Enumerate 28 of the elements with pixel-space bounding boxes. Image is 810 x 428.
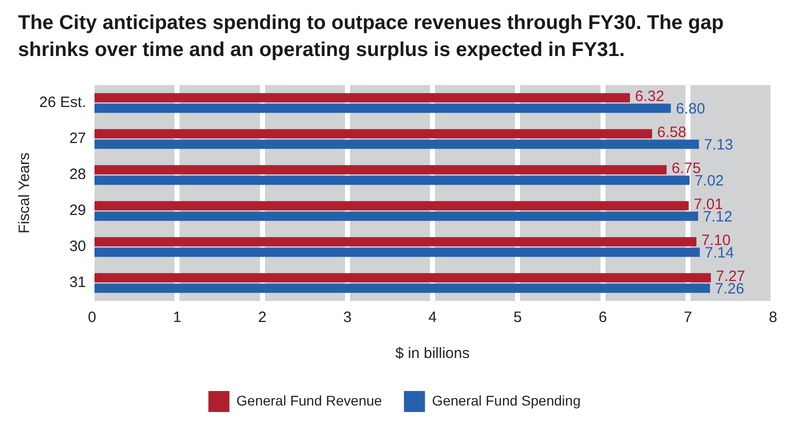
chart-title: The City anticipates spending to outpace revenues through FY30. The gap shrinks over time and an operating surplus is expected in FY31. bbox=[18, 11, 725, 63]
data-label: 7.13 bbox=[704, 136, 734, 154]
y-tick-label: 28 bbox=[69, 166, 86, 184]
x-tick-label: 4 bbox=[428, 309, 437, 326]
data-label: 7.14 bbox=[704, 244, 734, 262]
x-tick-label: 1 bbox=[172, 309, 182, 326]
x-axis-title: $ in billions bbox=[395, 345, 470, 362]
data-label: 7.02 bbox=[694, 172, 724, 190]
data-label: 6.32 bbox=[634, 88, 664, 105]
x-tick-label: 6 bbox=[598, 309, 607, 326]
x-tick-label: 3 bbox=[343, 309, 352, 326]
y-tick-label: 27 bbox=[69, 130, 86, 148]
x-tick-label: 8 bbox=[768, 309, 778, 326]
x-tick-label: 0 bbox=[88, 309, 96, 326]
data-label: 7.12 bbox=[703, 208, 732, 226]
x-tick-label: 5 bbox=[513, 309, 522, 326]
x-tick-label: 7 bbox=[684, 309, 692, 326]
y-tick-label: 29 bbox=[69, 202, 86, 220]
y-tick-label: 26 Est. bbox=[39, 94, 86, 112]
data-label: 6.80 bbox=[676, 100, 706, 118]
legend-label: General Fund Revenue bbox=[236, 392, 382, 408]
data-label: 6.58 bbox=[657, 124, 686, 141]
x-tick-label: 2 bbox=[258, 309, 266, 326]
y-tick-label: 30 bbox=[69, 238, 86, 256]
y-axis-title: Fiscal Years bbox=[16, 152, 34, 234]
legend-label: General Fund Spending bbox=[432, 392, 581, 408]
y-tick-label: 31 bbox=[69, 274, 86, 292]
data-label: 7.26 bbox=[715, 280, 744, 298]
